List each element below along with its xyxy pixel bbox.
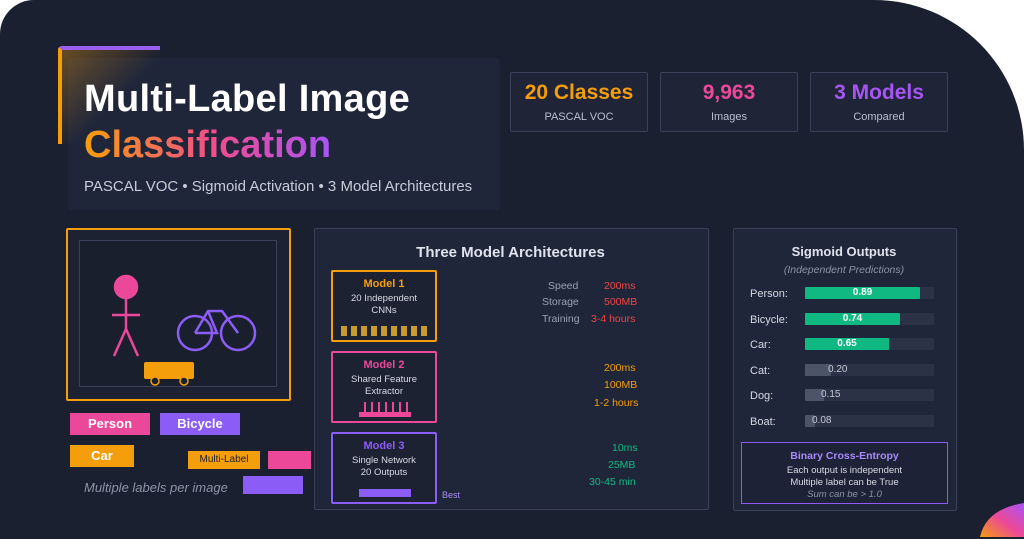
shared-extractor-icon (359, 402, 411, 417)
metric-label-speed: Speed (548, 280, 579, 292)
sigmoid-bar-track: 0.74 (805, 313, 934, 325)
sigmoid-label: Dog: (750, 390, 774, 402)
model-2-training: 1-2 hours (594, 397, 639, 409)
single-network-icon (359, 489, 411, 497)
sigmoid-label: Boat: (750, 416, 776, 428)
bce-line-2: Multiple label can be True (790, 477, 899, 488)
stat-value: 20 Classes (524, 81, 634, 104)
model-2-desc-line-1: Shared Feature (350, 374, 417, 385)
model-1-training: 3-4 hours (591, 313, 636, 325)
sigmoid-bar-track: 0.65 (805, 338, 934, 350)
metric-label-training: Training (542, 313, 580, 325)
sigmoid-bar-fill (805, 389, 824, 401)
sigmoid-bar-track: 0.08 (805, 415, 934, 427)
sigmoid-bar-track: 0.15 (805, 389, 934, 401)
model-2-speed: 200ms (604, 362, 636, 374)
title-line-1: Multi-Label Image (84, 78, 411, 120)
model-3-desc-line-1: Single Network (352, 455, 416, 466)
sigmoid-subtitle: (Independent Predictions) (783, 264, 905, 276)
stat-card-classes: 20 Classes PASCAL VOC (510, 72, 648, 132)
sigmoid-label: Car: (750, 339, 771, 351)
best-badge: Best (442, 490, 461, 500)
stat-label: Compared (853, 111, 905, 123)
sigmoid-value: 0.15 (821, 389, 841, 400)
bce-box: Binary Cross-Entropy Each output is inde… (741, 442, 948, 504)
model-2-desc-line-2: Extractor (364, 386, 403, 397)
bce-line-1: Each output is independent (786, 465, 903, 476)
label-tag-car: Car (70, 445, 134, 467)
model-3-speed: 10ms (612, 442, 638, 454)
model-1-card: Model 1 20 Independent CNNs (331, 270, 437, 342)
model-1-storage: 500MB (604, 296, 638, 308)
bicycle-figure (176, 309, 257, 352)
legend-swatch-pink (268, 451, 311, 469)
model-3-card: Model 3 Single Network 20 Outputs (331, 432, 437, 504)
sigmoid-label: Bicycle: (750, 314, 788, 326)
model-1-title: Model 1 (363, 278, 405, 290)
corner-accent-decoration (980, 503, 1024, 537)
stat-value: 9,963 (702, 81, 756, 104)
sigmoid-bar-fill (805, 415, 815, 427)
model-2-title: Model 2 (363, 359, 405, 371)
label-tag-bicycle: Bicycle (160, 413, 240, 435)
model-1-desc-line-2: CNNs (371, 305, 397, 316)
model-3-training: 30-45 min (589, 476, 636, 488)
sigmoid-bar-fill (805, 313, 900, 325)
model-3-title: Model 3 (363, 440, 405, 452)
sigmoid-bar-track: 0.89 (805, 287, 934, 299)
stat-label: PASCAL VOC (544, 111, 614, 123)
stat-card-images: 9,963 Images (660, 72, 798, 132)
title-line-2: Classification (84, 124, 332, 166)
example-image (79, 240, 277, 387)
independent-cnns-icon (341, 326, 427, 336)
subtitle: PASCAL VOC • Sigmoid Activation • 3 Mode… (84, 178, 473, 195)
person-figure (112, 274, 140, 357)
bce-title: Binary Cross-Entropy (790, 450, 899, 462)
model-2-storage: 100MB (604, 379, 638, 391)
multi-label-legend: Multi-Label (188, 451, 260, 469)
sigmoid-label: Person: (750, 288, 788, 300)
architectures-title: Three Model Architectures (416, 244, 605, 261)
sigmoid-title: Sigmoid Outputs (791, 244, 897, 259)
model-2-card: Model 2 Shared Feature Extractor (331, 351, 437, 423)
label-tag-person: Person (70, 413, 150, 435)
scene-illustration (112, 274, 257, 386)
stat-label: Images (710, 111, 748, 123)
sigmoid-value: 0.89 (852, 287, 873, 298)
model-1-desc-line-1: 20 Independent (350, 293, 418, 304)
model-3-desc-line-2: 20 Outputs (360, 467, 408, 478)
sigmoid-value: 0.74 (842, 313, 863, 324)
sigmoid-bar-track: 0.20 (805, 364, 934, 376)
sigmoid-value: 0.08 (812, 415, 832, 426)
hero-card (68, 58, 500, 210)
sigmoid-bar-fill (805, 364, 831, 376)
car-figure (144, 362, 194, 386)
sigmoid-bar-fill (805, 287, 920, 299)
model-3-storage: 25MB (608, 459, 636, 471)
bce-line-3: Sum can be > 1.0 (807, 489, 882, 500)
model-1-speed: 200ms (604, 280, 636, 292)
legend-swatch-purple (243, 476, 303, 494)
metric-label-storage: Storage (542, 296, 579, 308)
sigmoid-value: 0.65 (837, 338, 857, 349)
hero-corner-accent (58, 46, 160, 144)
sigmoid-bar-fill (805, 338, 889, 350)
image-caption: Multiple labels per image (84, 480, 228, 495)
sigmoid-value: 0.20 (828, 364, 848, 375)
stat-value: 3 Models (834, 81, 924, 104)
stat-card-models: 3 Models Compared (810, 72, 948, 132)
sigmoid-label: Cat: (750, 365, 771, 377)
